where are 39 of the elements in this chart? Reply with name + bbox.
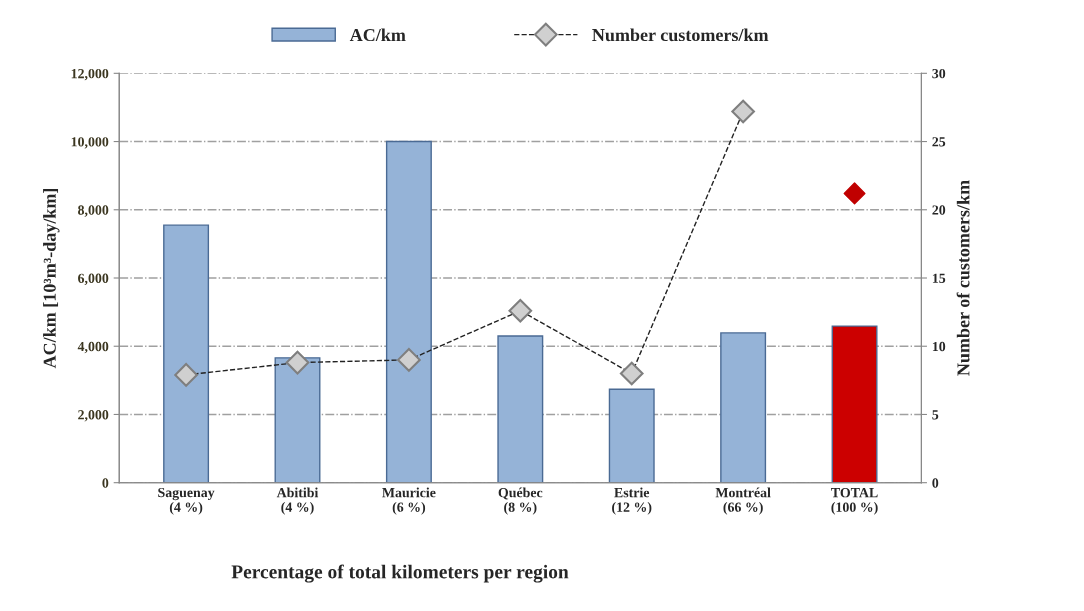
y2-tick-label: 5	[932, 410, 939, 420]
x-tick-label: Québec (8 %)	[498, 487, 543, 515]
bar	[385, 140, 432, 483]
legend-label: Number customers/km	[592, 28, 769, 42]
point	[285, 350, 310, 375]
point	[731, 99, 755, 124]
x-tick-label: TOTAL (100 %)	[831, 487, 878, 515]
bar	[274, 357, 321, 483]
y2-tick-label: 0	[932, 478, 939, 488]
x-tick-label: Montréal (66 %)	[715, 487, 771, 515]
y2-tick-label: 25	[932, 137, 946, 147]
x-tick-label: Mauricie (6 %)	[382, 487, 436, 515]
y2-tick-label: 20	[932, 205, 946, 215]
x-tick-label: Estrie (12 %)	[612, 487, 652, 515]
y-tick-label: 4,000	[77, 341, 109, 354]
y-tick-label: 0	[102, 478, 109, 488]
y-tick-label: 12,000	[71, 68, 109, 81]
x-axis-title: Percentage of total kilometers per region	[231, 564, 569, 583]
point	[174, 363, 198, 387]
y2-tick-label: 10	[932, 341, 946, 352]
point	[619, 361, 644, 386]
y2-tick-label: 15	[932, 273, 946, 283]
bar	[831, 325, 878, 483]
y-tick-label: 2,000	[78, 410, 109, 422]
point	[508, 298, 533, 323]
y2-tick-label: 30	[932, 68, 946, 79]
y-tick-label: 6,000	[78, 273, 109, 285]
y-tick-label: 8,000	[78, 205, 109, 217]
bar	[720, 332, 767, 483]
x-tick-label: Abitibi (4 %)	[276, 487, 319, 515]
bar	[608, 388, 655, 483]
x-tick-label: Saguenay (4 %)	[158, 487, 215, 515]
y-tick-label: 10,000	[71, 137, 109, 149]
bar	[163, 224, 210, 483]
point	[397, 348, 421, 372]
bar	[497, 335, 544, 483]
y2-axis-title: Number of customers/km	[956, 180, 970, 376]
y-axis-title: AC/km [10³m³-day/km]	[43, 188, 60, 369]
legend-label: AC/km	[349, 28, 406, 42]
